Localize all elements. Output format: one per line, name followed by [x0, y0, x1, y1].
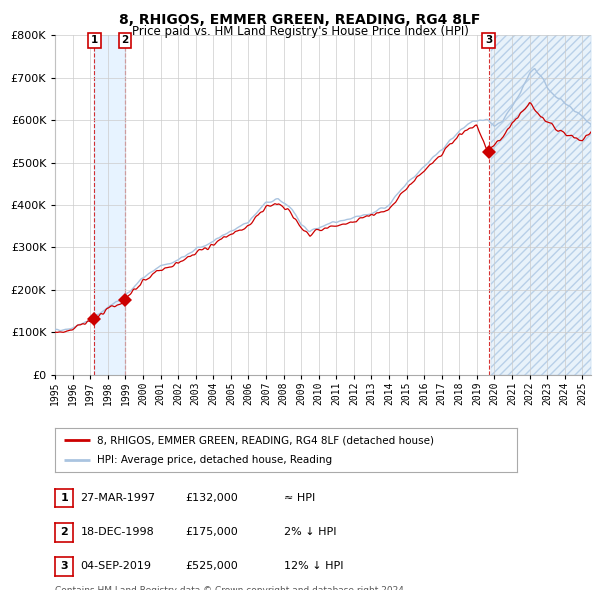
- Text: 8, RHIGOS, EMMER GREEN, READING, RG4 8LF: 8, RHIGOS, EMMER GREEN, READING, RG4 8LF: [119, 13, 481, 27]
- Text: 27-MAR-1997: 27-MAR-1997: [80, 493, 155, 503]
- Text: HPI: Average price, detached house, Reading: HPI: Average price, detached house, Read…: [97, 455, 332, 464]
- Text: 8, RHIGOS, EMMER GREEN, READING, RG4 8LF (detached house): 8, RHIGOS, EMMER GREEN, READING, RG4 8LF…: [97, 435, 434, 445]
- Text: 04-SEP-2019: 04-SEP-2019: [80, 562, 151, 571]
- Text: 2% ↓ HPI: 2% ↓ HPI: [284, 527, 337, 537]
- Text: 2: 2: [61, 527, 68, 537]
- Text: Price paid vs. HM Land Registry's House Price Index (HPI): Price paid vs. HM Land Registry's House …: [131, 25, 469, 38]
- Text: 3: 3: [61, 562, 68, 571]
- Text: £525,000: £525,000: [185, 562, 238, 571]
- Text: ≈ HPI: ≈ HPI: [284, 493, 316, 503]
- Text: 1: 1: [61, 493, 68, 503]
- Text: 12% ↓ HPI: 12% ↓ HPI: [284, 562, 344, 571]
- Text: 18-DEC-1998: 18-DEC-1998: [80, 527, 154, 537]
- Bar: [94, 35, 125, 375]
- Text: £132,000: £132,000: [185, 493, 238, 503]
- Text: Contains HM Land Registry data © Crown copyright and database right 2024.: Contains HM Land Registry data © Crown c…: [55, 586, 407, 590]
- Text: 3: 3: [485, 35, 492, 45]
- Text: 2: 2: [121, 35, 128, 45]
- Text: £175,000: £175,000: [185, 527, 238, 537]
- Text: 1: 1: [91, 35, 98, 45]
